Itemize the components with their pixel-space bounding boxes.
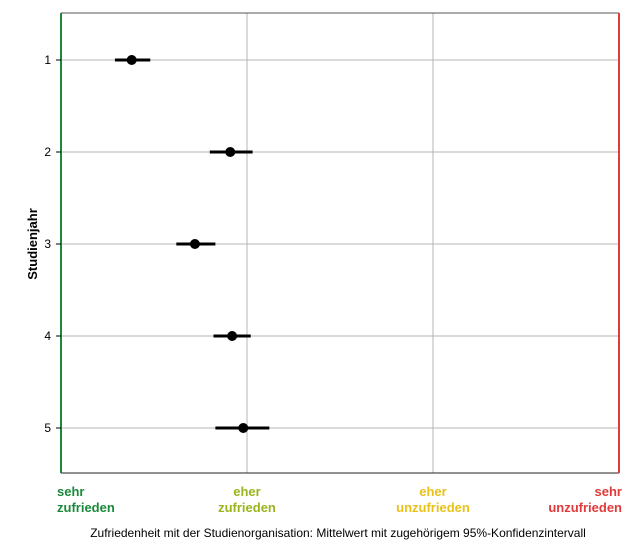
mean-point [238, 423, 249, 433]
mean-point [189, 239, 200, 249]
plot-frame [60, 12, 620, 474]
mean-point [227, 331, 238, 341]
x-axis-tick-labels: sehrzufriedeneherzufriedeneherunzufriede… [57, 484, 622, 515]
x-tick-label: sehr [57, 484, 84, 499]
mean-point [225, 147, 236, 157]
x-axis-label: Zufriedenheit mit der Studienorganisatio… [90, 526, 586, 540]
grid-lines [61, 13, 619, 473]
y-axis-label: Studienjahr [25, 208, 40, 280]
data-marks [114, 55, 270, 433]
x-tick-label: unzufrieden [548, 500, 622, 515]
y-tick-label: 3 [44, 237, 51, 251]
x-tick-label: unzufrieden [396, 500, 470, 515]
y-tick-label: 4 [44, 329, 51, 343]
y-tick-label: 1 [44, 53, 51, 67]
mean-point [126, 55, 137, 65]
y-tick-label: 2 [44, 145, 51, 159]
x-tick-label: zufrieden [57, 500, 115, 515]
y-tick-label: 5 [44, 421, 51, 435]
x-tick-label: eher [419, 484, 446, 499]
x-tick-label: eher [233, 484, 260, 499]
x-tick-label: zufrieden [218, 500, 276, 515]
y-axis-ticks: 1 2 3 4 5 [44, 53, 61, 435]
x-tick-label: sehr [595, 484, 622, 499]
